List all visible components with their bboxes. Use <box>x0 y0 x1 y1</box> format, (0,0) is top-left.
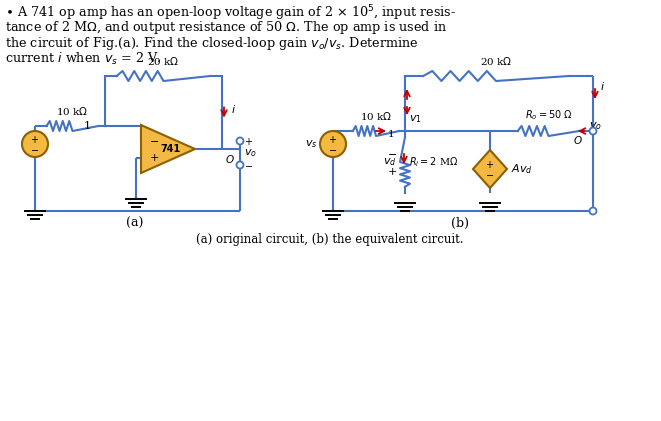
Text: $-$: $-$ <box>485 169 494 179</box>
Text: $\bullet$ A 741 op amp has an open-loop voltage gain of 2 $\times$ 10$^5$, input: $\bullet$ A 741 op amp has an open-loop … <box>5 3 456 23</box>
Text: $R_o = 50\ \Omega$: $R_o = 50\ \Omega$ <box>525 108 572 122</box>
Text: $+$: $+$ <box>244 136 253 147</box>
Circle shape <box>237 162 243 168</box>
Text: 20 k$\Omega$: 20 k$\Omega$ <box>480 55 512 67</box>
Text: $-$: $-$ <box>149 136 159 145</box>
Text: $R_i = 2$ M$\Omega$: $R_i = 2$ M$\Omega$ <box>409 155 458 169</box>
Text: $v_o$: $v_o$ <box>589 120 602 132</box>
Text: 10 k$\Omega$: 10 k$\Omega$ <box>56 105 89 117</box>
Text: $+$: $+$ <box>387 165 397 176</box>
Text: 1: 1 <box>83 121 91 131</box>
Text: $-$: $-$ <box>329 144 338 154</box>
Text: current $i$ when $v_s$ = 2 V.: current $i$ when $v_s$ = 2 V. <box>5 51 161 67</box>
Text: $v_1$: $v_1$ <box>409 113 422 125</box>
Text: the circuit of Fig.(a). Find the closed-loop gain $v_o/v_s$. Determine: the circuit of Fig.(a). Find the closed-… <box>5 35 418 52</box>
Polygon shape <box>473 150 507 188</box>
Text: $v_d$: $v_d$ <box>383 156 397 168</box>
Text: (a) original circuit, (b) the equivalent circuit.: (a) original circuit, (b) the equivalent… <box>196 232 464 245</box>
Text: $-$: $-$ <box>30 144 40 154</box>
Text: $O$: $O$ <box>573 134 583 146</box>
Text: (b): (b) <box>451 216 469 229</box>
Text: 1: 1 <box>388 130 395 139</box>
Polygon shape <box>141 125 195 173</box>
Text: $i$: $i$ <box>600 80 605 92</box>
Circle shape <box>237 138 243 144</box>
Text: $O$: $O$ <box>225 153 235 165</box>
Text: (a): (a) <box>126 216 143 229</box>
Text: $+$: $+$ <box>30 134 40 145</box>
Circle shape <box>22 131 48 157</box>
Text: $i$: $i$ <box>231 102 236 115</box>
Text: $-$: $-$ <box>387 148 397 158</box>
Text: $-$: $-$ <box>244 160 253 170</box>
Text: $v_o$: $v_o$ <box>244 147 257 159</box>
Text: 20 k$\Omega$: 20 k$\Omega$ <box>147 55 180 67</box>
Text: $+$: $+$ <box>149 152 159 163</box>
Text: 741: 741 <box>161 144 181 154</box>
Circle shape <box>320 131 346 157</box>
Text: 10 k$\Omega$: 10 k$\Omega$ <box>360 110 392 122</box>
Circle shape <box>590 128 596 134</box>
Text: $Av_d$: $Av_d$ <box>511 162 533 176</box>
Text: $+$: $+$ <box>329 134 338 145</box>
Text: $v_s$: $v_s$ <box>305 138 317 150</box>
Text: $+$: $+$ <box>485 158 494 170</box>
Text: tance of 2 M$\Omega$, and output resistance of 50 $\Omega$. The op amp is used i: tance of 2 M$\Omega$, and output resista… <box>5 19 447 36</box>
Circle shape <box>590 208 596 215</box>
